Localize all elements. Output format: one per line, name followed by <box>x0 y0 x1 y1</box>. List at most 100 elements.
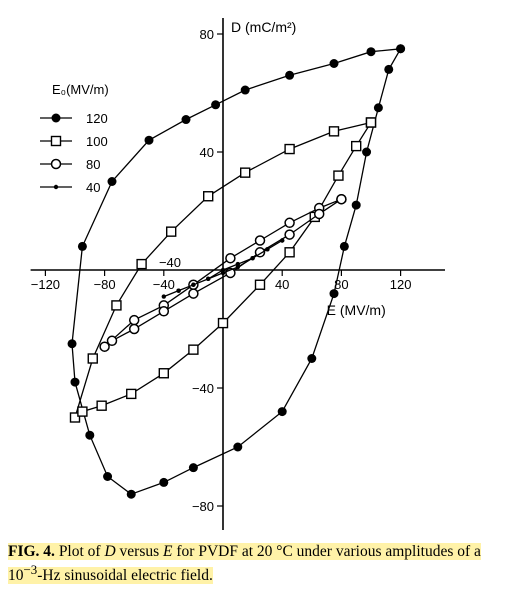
data-point <box>103 472 113 481</box>
data-point <box>69 412 81 423</box>
legend-label: 100 <box>86 134 108 149</box>
caption-text-3: for PVDF at 20 °C under various amplitud… <box>172 543 481 560</box>
data-point <box>106 335 118 347</box>
data-point <box>384 64 394 74</box>
y-tick-label: 40 <box>200 145 214 160</box>
data-point <box>284 143 295 155</box>
data-point <box>50 158 62 170</box>
data-point <box>362 147 372 157</box>
data-point <box>85 430 95 440</box>
caption-var-e: E <box>163 543 173 560</box>
data-point <box>51 113 61 123</box>
data-point <box>191 282 196 287</box>
data-point <box>211 100 221 110</box>
data-point <box>351 200 361 210</box>
data-point <box>53 184 59 190</box>
x-tick-label: −40 <box>153 277 175 292</box>
data-point <box>158 368 170 379</box>
y-tick-label: 80 <box>200 27 214 42</box>
data-point <box>136 258 147 270</box>
legend-title: E₀(MV/m) <box>52 82 109 97</box>
series-40 <box>161 238 285 299</box>
x-tick-label: 40 <box>275 277 289 292</box>
data-point <box>366 47 376 57</box>
data-point <box>176 288 181 293</box>
data-point <box>239 167 251 178</box>
data-point <box>365 117 377 128</box>
data-point <box>265 247 270 252</box>
data-point <box>77 241 87 251</box>
caption-line2-base: 10 <box>8 567 24 585</box>
data-point <box>336 193 347 205</box>
data-point <box>333 170 344 181</box>
data-point <box>181 115 191 125</box>
data-point <box>99 341 110 352</box>
legend-label: 40 <box>86 180 100 195</box>
data-point <box>96 400 107 411</box>
data-point <box>128 314 140 326</box>
data-point <box>240 85 250 95</box>
data-point <box>161 294 166 299</box>
data-point <box>285 70 295 80</box>
data-point <box>307 354 317 363</box>
data-point <box>206 276 211 282</box>
data-point <box>220 267 226 273</box>
caption-text-2: versus <box>115 543 164 560</box>
data-point <box>329 59 339 68</box>
legend-label: 80 <box>86 157 100 172</box>
data-point <box>284 229 295 240</box>
x-tick-label: 120 <box>390 277 412 292</box>
data-point <box>126 388 137 400</box>
data-point <box>351 140 362 152</box>
data-point <box>202 191 214 202</box>
series-80 <box>99 193 347 352</box>
data-point <box>67 339 77 349</box>
data-point <box>284 217 295 229</box>
data-point <box>254 279 266 290</box>
x-tick-label: 80 <box>334 277 348 292</box>
data-point <box>254 235 266 246</box>
data-point <box>126 489 136 499</box>
figure-caption: FIG. 4. Plot of D versus E for PVDF at 2… <box>8 543 520 585</box>
data-point <box>50 135 62 147</box>
legend-label: 120 <box>86 111 108 126</box>
data-point <box>396 44 406 54</box>
data-point <box>280 238 285 243</box>
data-point <box>250 256 255 261</box>
data-point <box>165 226 177 237</box>
data-point <box>217 317 229 329</box>
series-120 <box>67 44 406 499</box>
x-tick-label: −120 <box>31 277 60 292</box>
data-point <box>235 261 240 267</box>
series-100 <box>69 117 377 423</box>
data-point <box>159 477 169 487</box>
data-point <box>188 288 199 299</box>
y-tick-label: −40 <box>192 381 214 396</box>
chart-legend: E₀(MV/m) 120 100 80 40 <box>40 82 109 195</box>
y-tick-label-extra: −40 <box>159 255 181 270</box>
caption-text-1: Plot of <box>58 543 105 560</box>
data-point <box>77 406 88 417</box>
data-point <box>328 126 340 137</box>
data-point <box>313 208 325 220</box>
data-point <box>284 247 295 258</box>
data-point <box>225 252 236 264</box>
caption-line2-rest: -Hz sinusoidal electric field. <box>37 567 213 585</box>
series-line <box>71 48 402 495</box>
caption-var-d: D <box>104 543 116 560</box>
data-point <box>188 344 199 355</box>
data-point <box>233 442 243 452</box>
data-point <box>373 103 383 113</box>
data-point <box>70 377 80 387</box>
data-point <box>144 135 154 145</box>
x-axis-label: E (MV/m) <box>327 302 386 318</box>
caption-fig-label: FIG. 4. <box>8 543 55 560</box>
data-point <box>188 463 198 473</box>
data-point <box>329 289 339 299</box>
data-point <box>87 353 98 364</box>
data-point <box>158 306 170 317</box>
y-axis-label: D (mC/m²) <box>231 19 296 35</box>
y-tick-label: −80 <box>192 499 214 514</box>
series-layer <box>67 44 406 499</box>
